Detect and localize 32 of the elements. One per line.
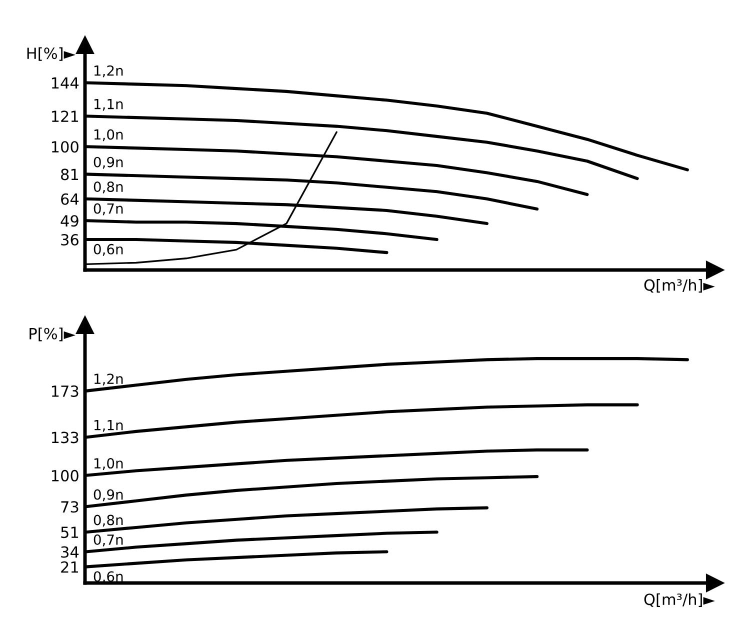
series-label: 0,7n [94,534,123,546]
series-label: 0,8n [94,514,123,527]
y-tick-label: 100 [52,470,78,482]
y-tick-label: 21 [61,561,78,573]
y-tick-label: 51 [61,526,78,538]
y-tick-label: 173 [52,385,78,397]
series-label: 0,6n [94,571,123,584]
y-tick-label: 121 [52,110,78,122]
series-label: 0,8n [94,182,123,194]
y-tick-label: 34 [61,546,79,558]
y-tick-label: 133 [52,432,78,444]
y-tick-label: 144 [52,77,79,89]
legend-label: 1,2n [94,65,123,78]
series-label: 1,2n [94,374,123,386]
series-label: 0,9n [94,156,123,169]
series-label: 0,6n [94,244,123,256]
series-label: 1,1n [94,98,123,111]
y-tick-label: 81 [61,168,78,180]
y-tick-label: 49 [60,215,78,227]
series-label: 0,9n [94,489,123,502]
x-axis-title: Q[m³/h]► [644,279,715,293]
y-tick-label: 73 [61,501,78,513]
y-axis-title: H[%]► [27,47,76,61]
series-label: 1,0n [94,129,123,142]
y-tick-label: 64 [61,193,79,205]
series-label: 0,7n [94,203,123,216]
y-tick-label: 100 [52,141,78,153]
series-label: 1,0n [94,458,123,470]
series-label: 1,1n [94,420,123,432]
x-axis-title: Q[m³/h]► [644,593,715,607]
y-tick-label: 36 [61,234,78,246]
y-axis-title: P[%]► [30,328,76,342]
